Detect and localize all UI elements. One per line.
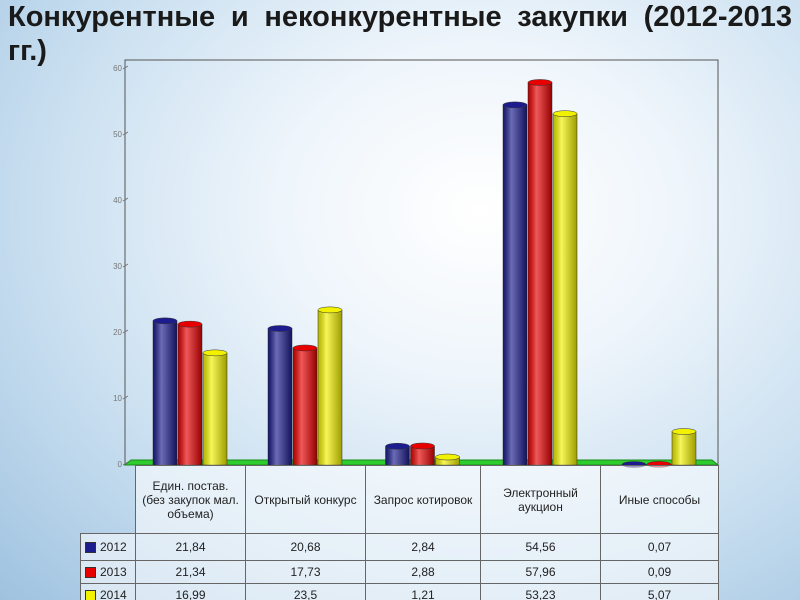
y-tick-label: 60: [113, 64, 122, 73]
value-label: 53,23: [480, 583, 601, 600]
bar-top: [527, 79, 553, 86]
bar-top: [202, 349, 228, 357]
value-label: 17,73: [245, 560, 366, 584]
y-tick-label: 50: [113, 130, 122, 139]
category-label: Электронный аукцион: [480, 465, 601, 534]
y-tick: [122, 329, 129, 334]
y-tick: [122, 263, 129, 268]
legend-label: 2012: [100, 540, 127, 554]
value-label: 57,96: [480, 560, 601, 584]
bar-top: [502, 101, 528, 109]
y-tick-label: 0: [118, 460, 123, 469]
bar-top: [435, 453, 460, 461]
legend-label: 2013: [100, 565, 127, 579]
corner-cell: [81, 466, 136, 534]
y-tick-label: 20: [113, 328, 122, 337]
y-tick-label: 40: [113, 196, 122, 205]
bar-shade: [528, 82, 552, 466]
y-tick: [122, 461, 129, 466]
bar-shade: [503, 104, 527, 466]
category-label: Един. постав. (без закупок мал. объема): [135, 465, 246, 534]
bar-top: [152, 317, 178, 325]
bar-top: [552, 110, 578, 117]
bar-shade: [385, 446, 410, 465]
table-row: 2012 21,84 20,68 2,84 54,56 0,07: [80, 533, 719, 561]
data-table: Един. постав. (без закупок мал. объема) О…: [80, 465, 719, 600]
y-tick-label: 30: [113, 262, 122, 271]
bar-top: [317, 306, 343, 314]
category-label: Запрос котировок: [365, 465, 481, 534]
legend-key: [85, 567, 96, 579]
legend-key: [85, 542, 96, 554]
category-label: Иные способы: [600, 465, 719, 534]
bar-shade: [410, 445, 435, 465]
bar-shade: [293, 347, 317, 465]
legend-key: [85, 590, 96, 600]
bar-shade: [153, 320, 177, 465]
value-label: 16,99: [135, 583, 246, 600]
category-label: Открытый конкурс: [245, 465, 366, 534]
table-row: 2014 16,99 23,5 1,21 53,23 5,07: [80, 583, 719, 600]
y-tick: [122, 131, 129, 136]
y-tick-label: 10: [113, 394, 122, 403]
value-label: 21,84: [135, 533, 246, 561]
bar-top: [267, 325, 293, 332]
bar-shade: [268, 328, 292, 465]
bar-shade: [435, 457, 460, 465]
value-label: 54,56: [480, 533, 601, 561]
value-label: 0,09: [600, 560, 719, 584]
table-row: 2013 21,34 17,73 2,88 57,96 0,09: [80, 560, 719, 584]
value-label: 5,07: [600, 583, 719, 600]
value-label: 2,84: [365, 533, 481, 561]
bar-top: [177, 320, 203, 328]
value-label: 21,34: [135, 560, 246, 584]
table-header-row: Един. постав. (без закупок мал. объема) О…: [81, 465, 719, 534]
slide-title: Конкурентные и неконкурентные закупки (2…: [8, 1, 792, 67]
value-label: 0,07: [600, 533, 719, 561]
bar-top: [385, 443, 410, 450]
bar-shade: [318, 309, 342, 465]
bar-top: [410, 442, 435, 450]
value-label: 2,88: [365, 560, 481, 584]
value-label: 20,68: [245, 533, 366, 561]
legend-cell: 2013: [80, 560, 136, 584]
bar-shade: [203, 352, 227, 465]
value-label: 1,21: [365, 583, 481, 600]
bar-top: [292, 344, 318, 352]
y-tick: [122, 395, 129, 400]
bar-shade: [178, 324, 202, 465]
bar-shade: [553, 113, 577, 465]
value-label: 23,5: [245, 583, 366, 600]
y-tick: [122, 197, 129, 202]
bar-top: [671, 428, 697, 435]
bar-shade: [672, 431, 696, 465]
legend-cell: 2012: [80, 533, 136, 561]
legend-cell: 2014: [80, 583, 136, 600]
legend-label: 2014: [100, 588, 127, 600]
y-tick: [122, 65, 129, 70]
